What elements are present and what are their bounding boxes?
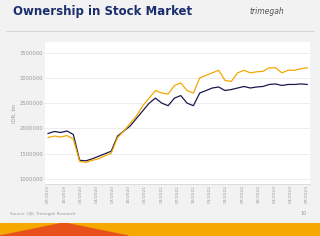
Foreign (97, 155, 100, 158)
Local (191, 92, 195, 94)
Local (267, 66, 271, 69)
Foreign (223, 89, 227, 92)
Foreign (242, 85, 246, 88)
Foreign (128, 125, 132, 127)
Local (261, 70, 265, 73)
Local (128, 122, 132, 125)
Local (103, 154, 107, 157)
Foreign (185, 102, 189, 105)
Foreign (305, 83, 309, 86)
Local (305, 66, 309, 69)
Local (71, 138, 75, 140)
Foreign (248, 87, 252, 89)
Foreign (141, 109, 145, 112)
Foreign (274, 83, 277, 85)
Local (255, 70, 259, 73)
Local (46, 136, 50, 139)
Foreign (135, 117, 139, 120)
Foreign (160, 102, 164, 105)
Local (229, 80, 233, 83)
Local (160, 92, 164, 94)
Foreign (122, 130, 126, 132)
Foreign (267, 83, 271, 86)
Foreign (52, 130, 56, 133)
Foreign (280, 84, 284, 87)
Local (280, 72, 284, 74)
Local (84, 161, 88, 164)
Local (248, 72, 252, 74)
Local (211, 72, 214, 74)
Local (274, 66, 277, 69)
Local (147, 97, 151, 100)
Foreign (229, 88, 233, 91)
Foreign (116, 135, 119, 137)
Local (299, 67, 303, 70)
Local (179, 81, 183, 84)
Y-axis label: IDR, bn: IDR, bn (12, 104, 17, 123)
Local (223, 79, 227, 82)
Foreign (191, 104, 195, 107)
Foreign (236, 87, 240, 89)
Foreign (65, 130, 69, 132)
Foreign (147, 102, 151, 105)
Foreign (46, 132, 50, 135)
Foreign (59, 131, 63, 134)
Local (198, 76, 202, 79)
Local (109, 152, 113, 155)
Local (166, 93, 170, 96)
Local (154, 89, 157, 92)
Local (90, 159, 94, 162)
Foreign (78, 159, 82, 162)
Foreign (299, 83, 303, 85)
Foreign (198, 92, 202, 94)
Local (242, 69, 246, 72)
Local (217, 69, 220, 72)
Foreign (71, 133, 75, 136)
Foreign (84, 159, 88, 162)
Local (204, 74, 208, 77)
Foreign (211, 87, 214, 89)
Foreign (103, 152, 107, 155)
Foreign (166, 104, 170, 107)
Local (236, 72, 240, 74)
Foreign (261, 85, 265, 88)
Foreign (90, 157, 94, 160)
Text: Ownership in Stock Market: Ownership in Stock Market (13, 5, 192, 18)
Text: Source: OJK, Trimegah Research: Source: OJK, Trimegah Research (10, 212, 75, 216)
Foreign (154, 97, 157, 100)
Foreign (217, 86, 220, 88)
Bar (0, 223, 320, 236)
Local (78, 160, 82, 163)
Local (65, 134, 69, 137)
Local (141, 104, 145, 107)
Line: Local: Local (48, 68, 307, 162)
Foreign (286, 83, 290, 86)
Local (116, 136, 119, 139)
Foreign (255, 86, 259, 88)
Local (122, 130, 126, 132)
Local (286, 69, 290, 72)
Local (135, 114, 139, 117)
Local (97, 157, 100, 160)
Polygon shape (0, 223, 128, 236)
Foreign (292, 83, 296, 86)
Local (52, 135, 56, 137)
Local (292, 69, 296, 72)
Line: Foreign: Foreign (48, 84, 307, 161)
Text: trimegah: trimegah (250, 7, 284, 16)
Local (172, 84, 176, 87)
Foreign (179, 94, 183, 97)
Text: 10: 10 (301, 211, 307, 216)
Local (185, 89, 189, 92)
Foreign (204, 89, 208, 92)
Foreign (172, 97, 176, 100)
Local (59, 136, 63, 139)
Foreign (109, 150, 113, 153)
